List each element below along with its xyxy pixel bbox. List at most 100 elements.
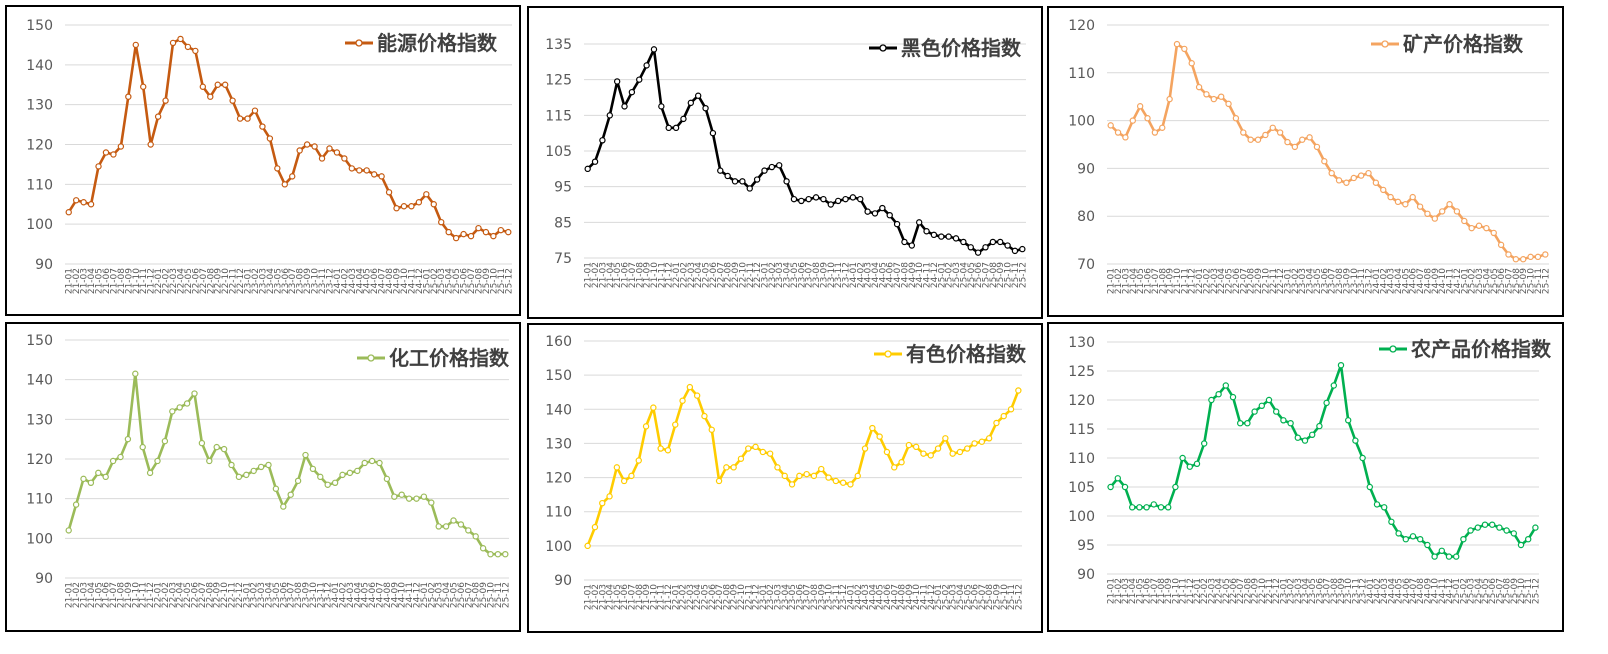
data-point	[398, 491, 405, 498]
data-point	[494, 550, 502, 558]
x-tick-label: 25-02	[430, 268, 440, 294]
data-point	[869, 424, 876, 432]
y-tick-label: 105	[1068, 480, 1095, 496]
data-point	[891, 464, 898, 471]
data-point	[759, 448, 767, 456]
x-tick-label: 22-10	[738, 262, 748, 288]
data-point	[490, 232, 497, 240]
y-tick-label: 115	[1068, 422, 1095, 438]
data-point	[1121, 483, 1129, 491]
x-tick-label: 22-10	[220, 582, 230, 608]
data-point	[505, 228, 512, 236]
data-point	[1475, 222, 1483, 229]
x-tick-label: 25-10	[489, 268, 499, 294]
data-point	[235, 473, 243, 481]
x-tick-label: 25-12	[1018, 262, 1028, 288]
x-tick-label: 22-06	[191, 268, 201, 294]
x-tick-label: 25-03	[1467, 578, 1477, 604]
data-point	[162, 97, 169, 104]
gridlines	[1107, 24, 1549, 265]
data-point	[289, 173, 296, 180]
x-tick-label: 24-05	[876, 584, 886, 610]
data-point	[1468, 224, 1475, 232]
data-point	[1359, 454, 1366, 462]
data-point	[930, 231, 938, 239]
data-point	[438, 218, 445, 226]
data-point	[620, 477, 628, 485]
data-point	[737, 455, 745, 462]
x-tick-label: 24-03	[346, 582, 356, 608]
x-tick-label: 21-11	[1180, 268, 1190, 294]
data-point	[680, 115, 687, 123]
x-tick-label: 22-08	[1247, 268, 1257, 294]
data-point	[198, 439, 206, 447]
data-point	[723, 464, 730, 471]
x-tick-label: 24-12	[1445, 578, 1455, 604]
x-tick-label: 22-03	[1210, 268, 1220, 294]
x-tick-label: 24-12	[927, 584, 937, 610]
data-point	[635, 457, 642, 464]
x-tick-label: 22-07	[715, 584, 725, 610]
data-point	[1128, 504, 1136, 511]
data-point	[1236, 419, 1244, 427]
x-tick-label: 25-02	[941, 584, 951, 610]
x-tick-label: 23-06	[795, 584, 805, 610]
x-tick-label: 22-02	[162, 268, 172, 294]
x-tick-label: 23-12	[842, 262, 852, 288]
legend: 矿产价格指数	[1371, 32, 1524, 56]
data-point	[643, 62, 650, 69]
y-tick-label: 130	[545, 436, 572, 452]
x-tick-label: 23-11	[318, 268, 328, 294]
x-tick-label: 21-12	[1188, 268, 1198, 294]
data-point	[1114, 475, 1122, 482]
x-tick-label: 22-10	[1261, 268, 1271, 294]
data-point	[628, 88, 636, 96]
data-point	[1337, 362, 1345, 369]
x-tick-label: 22-07	[1236, 578, 1246, 604]
data-point	[672, 124, 680, 132]
x-tick-label: 24-05	[363, 268, 373, 294]
x-tick-label: 21-08	[635, 584, 645, 610]
x-tick-label: 21-12	[664, 584, 674, 610]
data-point	[1424, 541, 1431, 549]
data-point	[221, 81, 229, 88]
x-tick-label: 23-08	[812, 262, 822, 288]
data-point	[87, 479, 95, 486]
data-point	[281, 181, 288, 188]
data-point	[177, 35, 184, 43]
x-tick-label: 22-12	[752, 584, 762, 610]
x-tick-label: 24-12	[413, 582, 423, 608]
legend: 农产品价格指数	[1379, 337, 1552, 361]
y-tick-label: 130	[26, 412, 53, 428]
x-tick-label: 23-09	[1337, 578, 1347, 604]
x-tick-label: 24-10	[1431, 578, 1441, 604]
data-point	[1525, 535, 1532, 543]
data-point	[460, 230, 467, 238]
x-tick-label: 25-04	[445, 268, 455, 294]
x-tick-label: 21-01	[1107, 268, 1117, 294]
data-point	[257, 463, 265, 471]
y-tick-label: 140	[26, 58, 53, 74]
data-point	[1343, 179, 1350, 186]
x-tick-label: 21-02	[72, 582, 82, 608]
y-tick-label: 95	[554, 180, 572, 196]
x-tick-label: 22-11	[1265, 578, 1275, 604]
x-tick-label: 25-08	[1503, 578, 1513, 604]
data-point	[1395, 530, 1402, 537]
x-tick-label: 21-08	[635, 262, 645, 288]
x-tick-label: 22-09	[1254, 268, 1264, 294]
data-point	[423, 191, 430, 198]
data-point	[956, 448, 964, 456]
data-point	[702, 104, 709, 112]
gridlines	[65, 339, 509, 579]
x-tick-label: 25-01	[420, 582, 430, 608]
x-tick-label: 23-08	[1335, 268, 1345, 294]
data-point	[701, 412, 708, 420]
data-point	[1179, 454, 1186, 462]
x-tick-label: 21-08	[1158, 268, 1168, 294]
data-point	[430, 201, 437, 208]
data-point	[1000, 412, 1007, 420]
data-point	[1497, 241, 1505, 249]
x-tick-label: 22-04	[694, 262, 704, 288]
x-tick-label: 22-07	[1239, 268, 1249, 294]
